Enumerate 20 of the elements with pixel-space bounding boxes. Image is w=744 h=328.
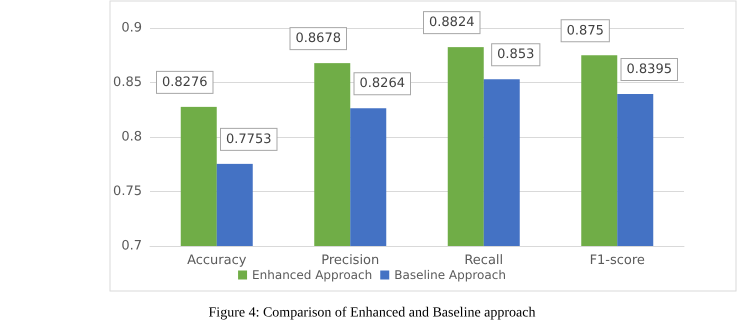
y-tick-label: 0.75: [113, 184, 142, 199]
x-tick-label: Precision: [321, 253, 380, 268]
y-tick-label: 0.8: [121, 130, 142, 144]
legend-label: Baseline Approach: [394, 268, 506, 282]
y-tick-label: 0.85: [113, 75, 142, 90]
data-label: 0.853: [497, 47, 534, 62]
data-label: 0.8264: [360, 76, 405, 92]
legend-label: Enhanced Approach: [252, 268, 372, 282]
x-tick-label: Accuracy: [187, 253, 247, 268]
x-tick-label: F1-score: [590, 253, 645, 268]
y-tick-label: 0.9: [121, 20, 142, 36]
x-tick-label: Recall: [464, 253, 504, 268]
data-label: 0.8395: [626, 62, 672, 77]
data-label: 0.8678: [296, 31, 341, 46]
data-label: 0.8824: [429, 15, 474, 30]
caption: Figure 4: Comparison of Enhanced and Baseline approach: [208, 306, 536, 320]
y-tick-label: 0.7: [121, 238, 142, 254]
data-label: 0.7753: [226, 132, 272, 147]
data-label: 0.875: [566, 23, 604, 38]
data-label: 0.8276: [162, 74, 208, 90]
